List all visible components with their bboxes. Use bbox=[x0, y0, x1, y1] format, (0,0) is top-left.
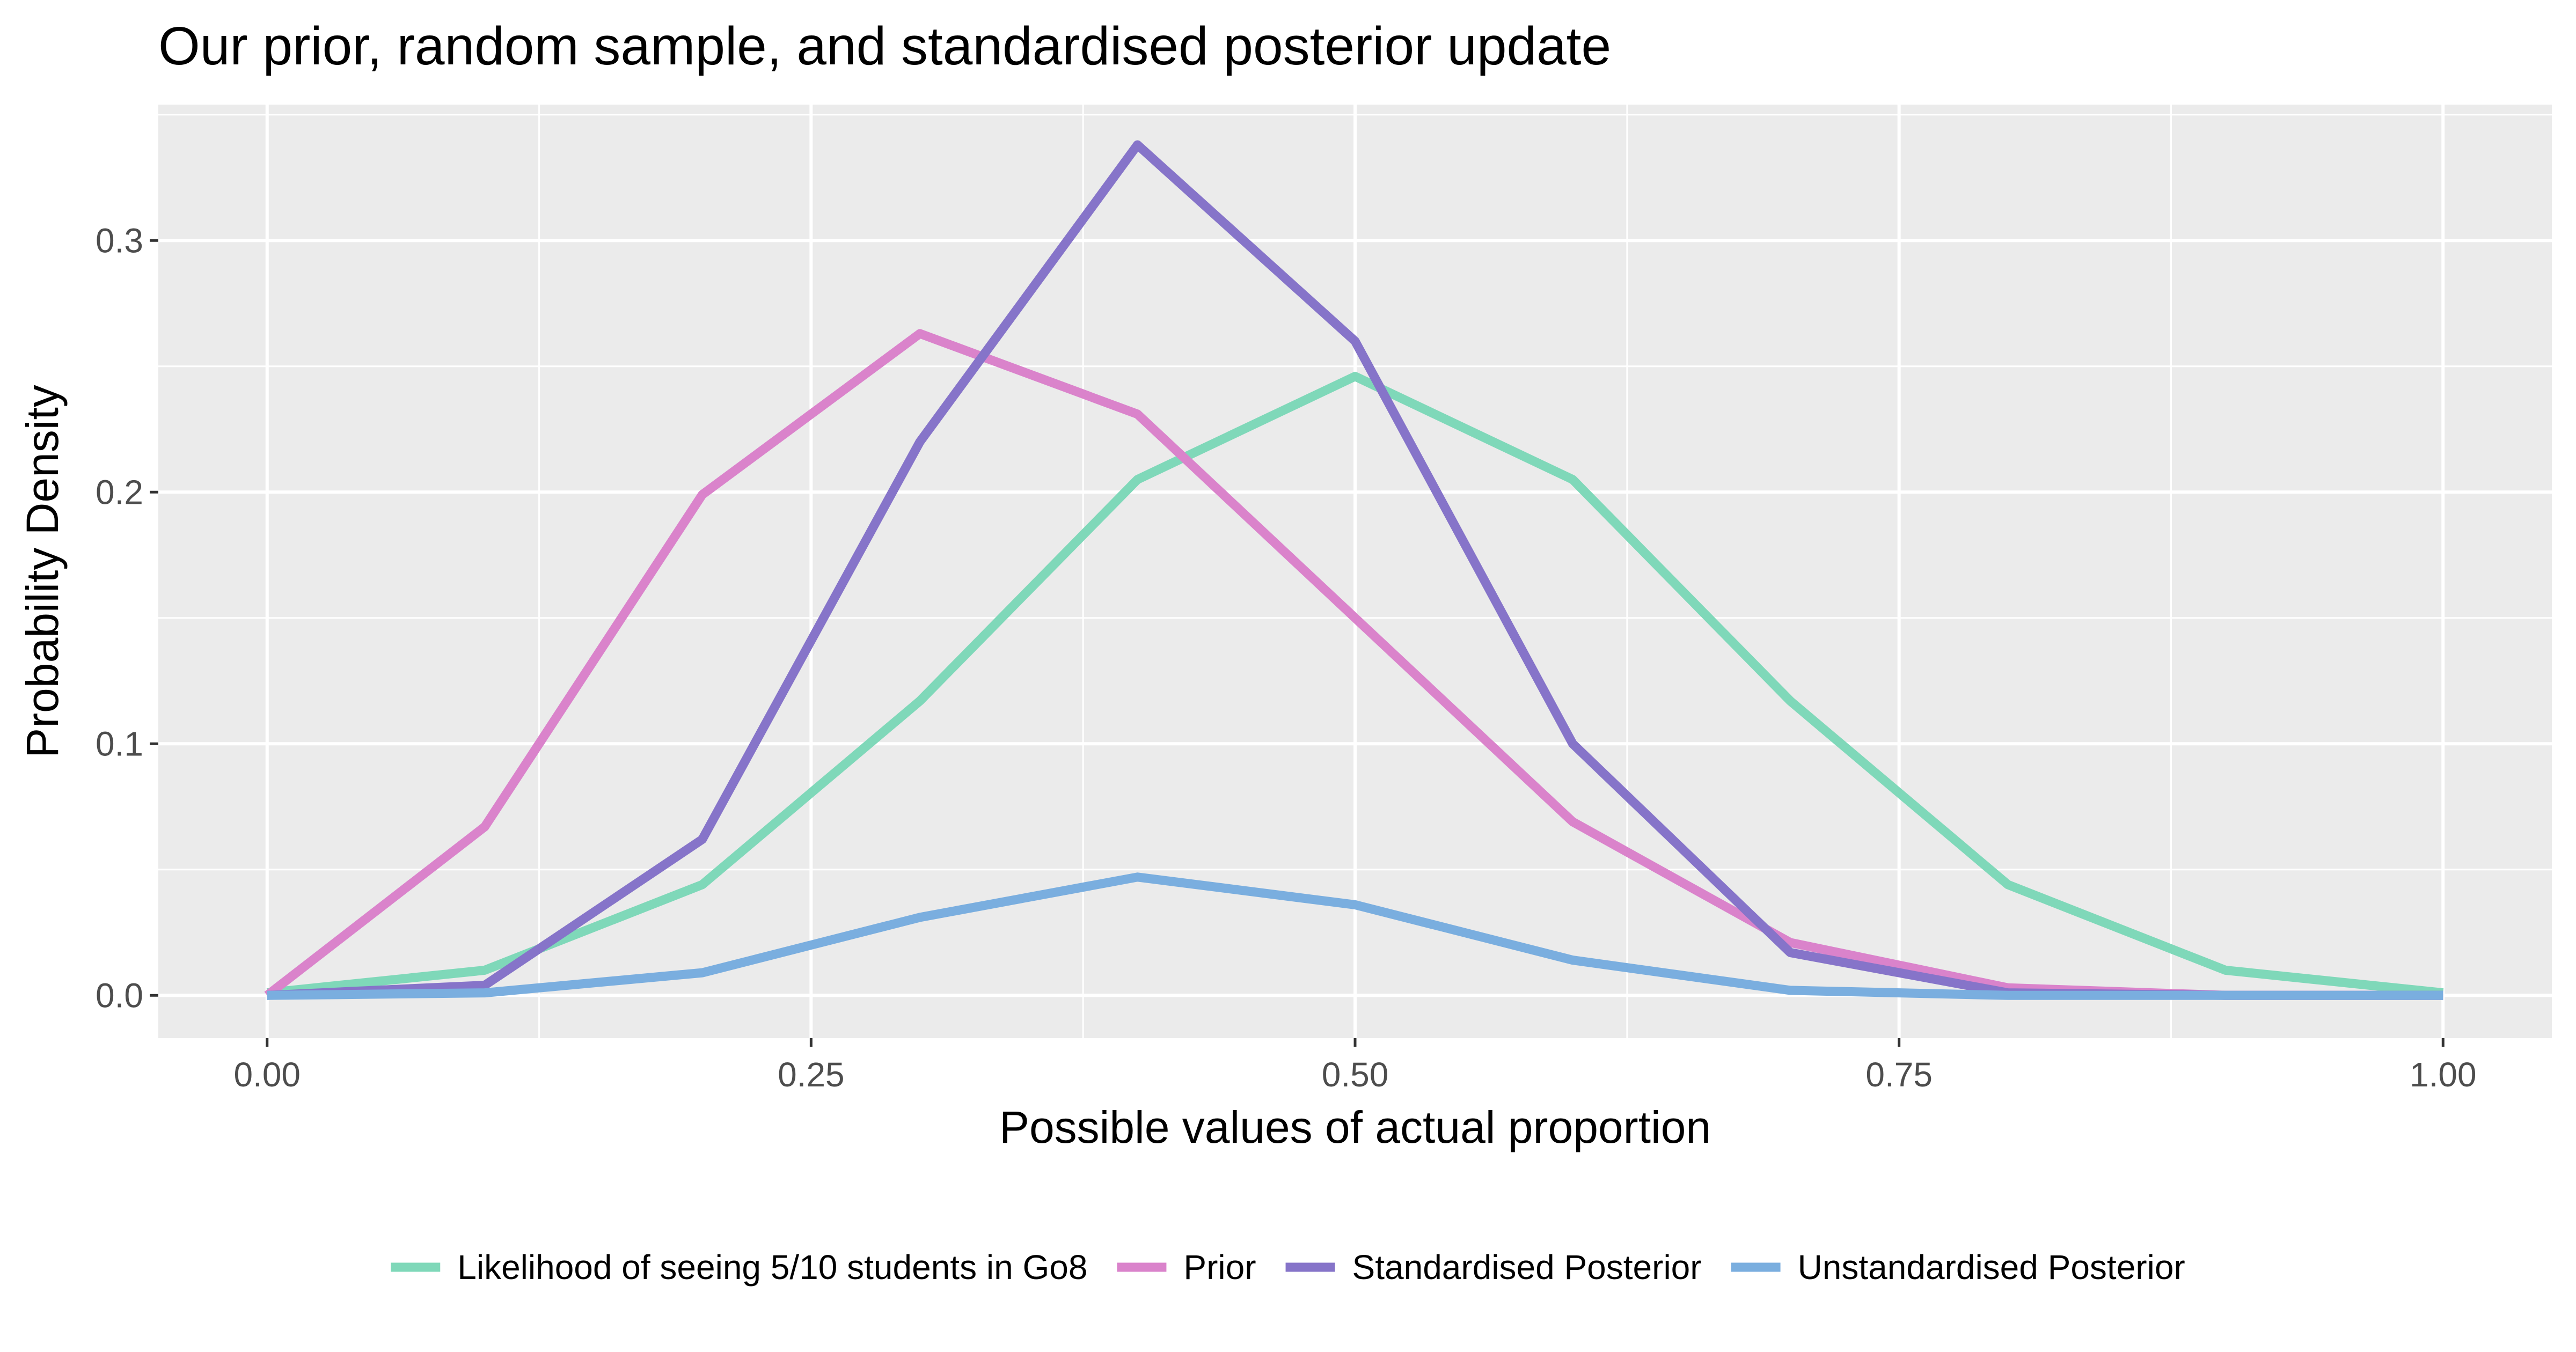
major-gridlines bbox=[158, 105, 2552, 1038]
y-axis: 0.0 0.1 0.2 0.3 bbox=[96, 221, 158, 1015]
legend-label: Standardised Posterior bbox=[1352, 1248, 1702, 1287]
series-lines bbox=[264, 140, 2444, 1000]
series-line bbox=[267, 872, 2443, 1000]
y-axis-title: Probability Density bbox=[17, 385, 68, 758]
series-line bbox=[266, 372, 2444, 998]
x-tick-label: 0.50 bbox=[1322, 1055, 1389, 1094]
legend-label: Likelihood of seeing 5/10 students in Go… bbox=[457, 1248, 1087, 1287]
y-tick-label: 0.0 bbox=[96, 976, 143, 1015]
legend-label: Unstandardised Posterior bbox=[1798, 1248, 2185, 1287]
y-tick-label: 0.2 bbox=[96, 473, 143, 511]
x-axis: 0.00 0.25 0.50 0.75 1.00 bbox=[233, 1038, 2477, 1094]
legend: Likelihood of seeing 5/10 students in Go… bbox=[391, 1248, 2185, 1287]
x-tick-label: 0.75 bbox=[1865, 1055, 1933, 1094]
x-axis-title: Possible values of actual proportion bbox=[999, 1102, 1711, 1152]
chart-title: Our prior, random sample, and standardis… bbox=[158, 16, 1611, 76]
y-tick-label: 0.3 bbox=[96, 221, 143, 260]
x-tick-label: 0.00 bbox=[233, 1055, 301, 1094]
x-tick-label: 1.00 bbox=[2410, 1055, 2477, 1094]
y-tick-label: 0.1 bbox=[96, 724, 143, 763]
legend-label: Prior bbox=[1183, 1248, 1256, 1287]
x-tick-label: 0.25 bbox=[778, 1055, 845, 1094]
